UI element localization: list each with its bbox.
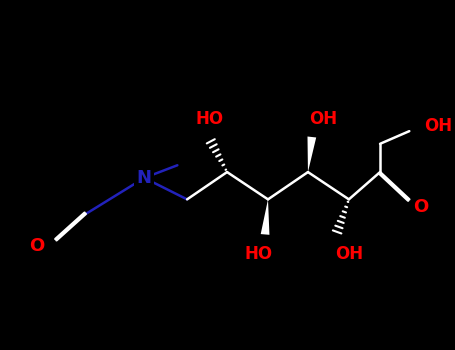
Text: HO: HO — [196, 111, 223, 128]
Text: OH: OH — [335, 245, 363, 263]
Text: N: N — [137, 169, 152, 187]
Text: OH: OH — [309, 111, 338, 128]
Polygon shape — [261, 199, 269, 235]
Text: O: O — [414, 198, 429, 216]
Text: HO: HO — [244, 245, 272, 263]
Text: OH: OH — [424, 117, 452, 135]
Polygon shape — [308, 136, 316, 172]
Text: O: O — [30, 237, 45, 255]
